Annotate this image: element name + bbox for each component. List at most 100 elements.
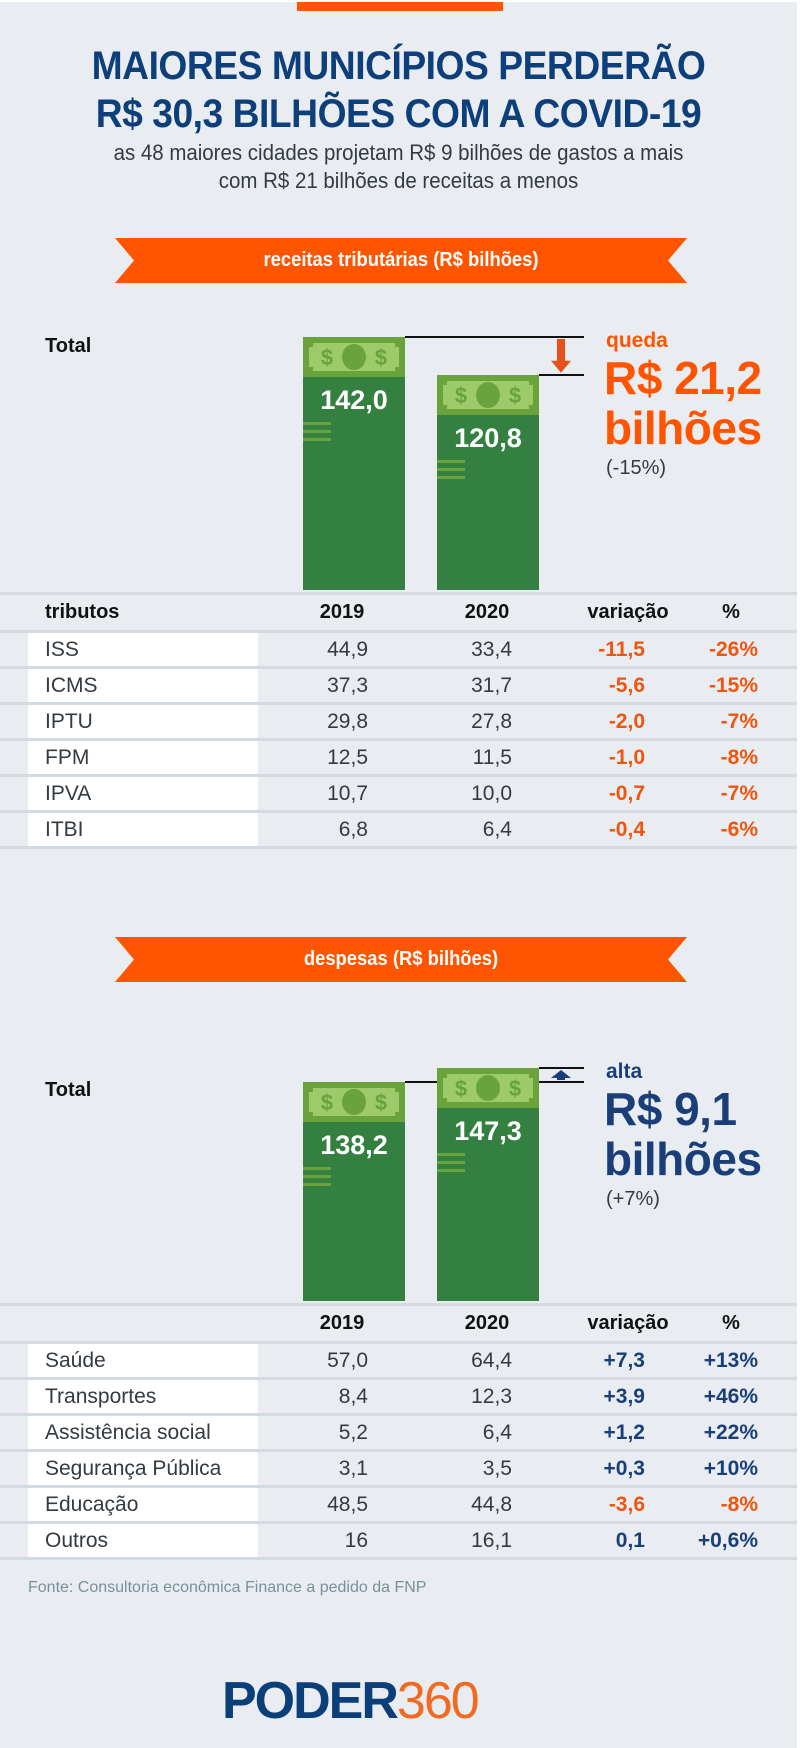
- svg-text:$: $: [375, 345, 387, 370]
- column-header: 2020: [464, 1312, 510, 1334]
- arrow-down-icon: [551, 339, 571, 373]
- delta-value: R$ 21,2: [604, 352, 762, 404]
- row-label: FPM: [45, 746, 90, 769]
- svg-text:$: $: [321, 1090, 333, 1115]
- section-title: receitas tributárias (R$ bilhões): [263, 249, 539, 271]
- delta-guide-line: [539, 1081, 584, 1084]
- row-divider: [0, 1413, 797, 1416]
- section-banner-despesas: despesas (R$ bilhões): [115, 937, 687, 982]
- stripe: [303, 438, 331, 441]
- table-cell: -0,7: [608, 782, 645, 805]
- source-note: Fonte: Consultoria econômica Finance a p…: [28, 1579, 427, 1596]
- svg-text:$: $: [455, 1076, 467, 1101]
- stripe: [303, 422, 331, 425]
- table-cell: 3,1: [338, 1457, 368, 1480]
- bar-2019: $ $138,2: [303, 1082, 405, 1301]
- row-label-background: [28, 1452, 258, 1485]
- column-header: variação: [587, 1312, 669, 1334]
- column-header: 2019: [319, 1312, 365, 1334]
- row-label-background: [28, 1416, 258, 1449]
- table-cell: 0,1: [615, 1529, 645, 1552]
- bill-band: $ $: [437, 374, 539, 415]
- section-title: despesas (R$ bilhões): [303, 948, 499, 970]
- title-line-1: MAIORES MUNICÍPIOS PERDERÃO: [91, 44, 706, 88]
- table-cell: +3,9: [603, 1385, 645, 1408]
- row-label: Transportes: [45, 1385, 157, 1408]
- row-label: IPVA: [45, 782, 92, 805]
- delta-value: R$ 9,1: [604, 1083, 737, 1135]
- stripe: [437, 467, 465, 471]
- table-cell: 33,4: [471, 638, 512, 661]
- table-cell: +7,3: [603, 1349, 645, 1372]
- bar-2019: $ $142,0: [303, 337, 405, 590]
- stripe: [437, 475, 465, 479]
- total-label: Total: [45, 335, 92, 357]
- table-cell: -2,0: [608, 710, 645, 733]
- stripes-decoration: [303, 422, 331, 446]
- table-cell: 37,3: [327, 674, 368, 697]
- table-cell: 31,7: [471, 674, 512, 697]
- row-divider: [0, 810, 797, 813]
- stripes-decoration: [437, 459, 465, 484]
- stripe: [437, 459, 465, 463]
- row-divider: [0, 1557, 797, 1560]
- row-label: Segurança Pública: [45, 1457, 222, 1480]
- table-cell: 6,4: [482, 818, 512, 841]
- row-label: IPTU: [45, 710, 93, 733]
- table-cell: 48,5: [327, 1493, 368, 1516]
- delta-unit: bilhões: [604, 402, 762, 454]
- ribbon-shape: [115, 937, 687, 982]
- table-cell: 6,8: [338, 818, 368, 841]
- row-label: Educação: [45, 1493, 139, 1516]
- poder360-logo: PODER360: [222, 1675, 480, 1727]
- bill-band: $ $: [303, 337, 405, 377]
- subtitle-line-1: as 48 maiores cidades projetam R$ 9 bilh…: [113, 140, 684, 165]
- table-cell: +10%: [703, 1457, 758, 1480]
- arrow-up-icon: [551, 1070, 571, 1081]
- row-label: ISS: [45, 638, 79, 661]
- table-cell: 16,1: [471, 1529, 512, 1552]
- svg-text:$: $: [321, 345, 333, 370]
- row-label-background: [28, 633, 258, 666]
- table-cell: +0,6%: [697, 1529, 758, 1552]
- delta-guide-line: [405, 336, 584, 338]
- table-cell: +22%: [703, 1421, 758, 1444]
- row-divider: [0, 630, 797, 633]
- row-label-background: [28, 1524, 258, 1557]
- table-cell: -7%: [720, 782, 758, 805]
- row-divider: [0, 1521, 797, 1524]
- table-cell: 44,8: [471, 1493, 512, 1516]
- row-label: Outros: [45, 1529, 109, 1552]
- column-header: %: [722, 601, 740, 623]
- table-cell: 12,5: [327, 746, 368, 769]
- svg-text:$: $: [509, 383, 521, 408]
- bill-band: $ $: [437, 1068, 539, 1108]
- delta-guide-line: [539, 373, 584, 376]
- table-divider: [0, 592, 797, 595]
- row-label-background: [28, 813, 258, 846]
- row-divider: [0, 774, 797, 777]
- row-label: ITBI: [45, 818, 84, 841]
- table-cell: 44,9: [327, 638, 368, 661]
- column-header: variação: [587, 601, 669, 623]
- delta-unit: bilhões: [604, 1133, 762, 1185]
- money-bill-icon: $ $: [443, 1074, 533, 1102]
- table-cell: -5,6: [608, 674, 645, 697]
- stripe: [303, 430, 331, 433]
- subtitle-line-2: com R$ 21 bilhões de receitas a menos: [218, 168, 579, 193]
- row-divider: [0, 1377, 797, 1380]
- table-cell: 10,7: [327, 782, 368, 805]
- row-divider: [0, 1449, 797, 1452]
- logo-word: PODER: [222, 1672, 399, 1730]
- row-label-background: [28, 777, 258, 810]
- svg-text:$: $: [455, 383, 467, 408]
- row-label: Saúde: [45, 1349, 106, 1372]
- table-cell: -8%: [720, 746, 758, 769]
- column-header: 2019: [319, 601, 365, 623]
- delta-guide-line: [539, 1067, 584, 1069]
- money-bill-icon: $ $: [309, 343, 399, 371]
- table-cell: +1,2: [603, 1421, 645, 1444]
- table-cell: -0,4: [608, 818, 645, 841]
- svg-text:$: $: [375, 1090, 387, 1115]
